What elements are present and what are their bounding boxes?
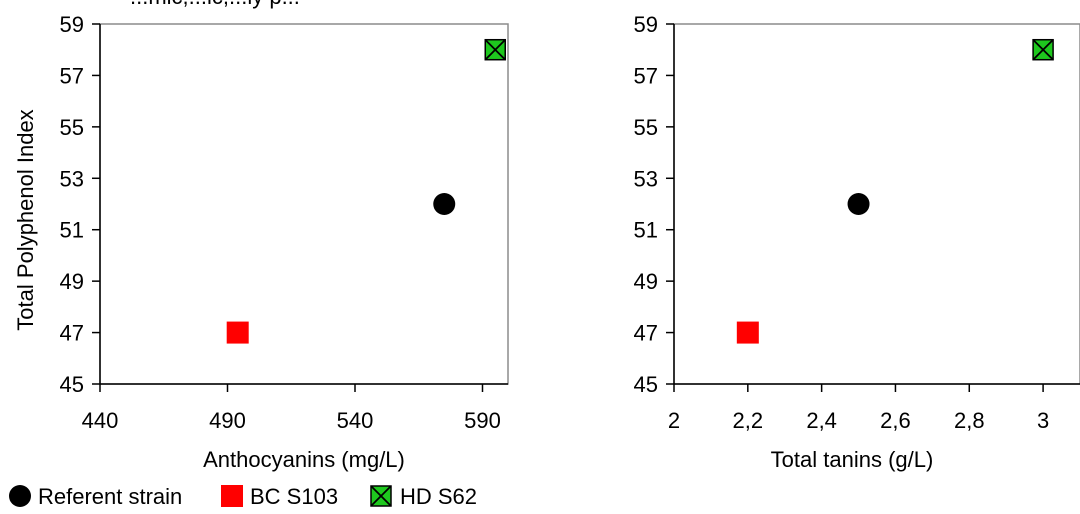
x-axis-label: Anthocyanins (mg/L) — [203, 447, 405, 472]
y-tick-label: 45 — [634, 372, 658, 397]
y-tick-label: 47 — [60, 321, 84, 346]
data-point — [484, 38, 506, 61]
y-tick-label: 49 — [634, 269, 658, 294]
x-tick-label: 2,6 — [880, 408, 911, 433]
legend-marker — [9, 485, 31, 507]
x-tick-label: 2,2 — [733, 408, 764, 433]
x-tick-label: 3 — [1037, 408, 1049, 433]
legend-label: HD S62 — [400, 484, 477, 509]
y-tick-label: 51 — [60, 218, 84, 243]
x-tick-label: 590 — [464, 408, 501, 433]
y-tick-label: 51 — [634, 218, 658, 243]
y-tick-label: 59 — [60, 12, 84, 37]
data-point — [226, 321, 249, 344]
y-tick-label: 53 — [634, 166, 658, 191]
y-tick-label: 55 — [60, 115, 84, 140]
plot-frame — [673, 23, 1080, 385]
legend-label: Referent strain — [38, 484, 182, 509]
x-tick-label: 490 — [209, 408, 246, 433]
data-point — [736, 321, 759, 344]
data-point — [1032, 38, 1054, 61]
chart-anthocyanins: 45 47 49 51 53 55 57 59 440 490 540 590 Anthocyanins… — [13, 12, 509, 472]
y-tick-label: 53 — [60, 166, 84, 191]
legend: Referent strain BC S103 HD S62 — [9, 484, 477, 509]
legend-marker — [370, 485, 392, 507]
legend-label: BC S103 — [250, 484, 338, 509]
y-tick-label: 57 — [634, 63, 658, 88]
y-axis-label: Total Polyphenol Index — [13, 109, 38, 330]
x-tick-label: 540 — [337, 408, 374, 433]
legend-marker — [221, 485, 243, 507]
x-tick-label: 2,8 — [954, 408, 985, 433]
x-axis-label: Total tanins (g/L) — [771, 447, 934, 472]
x-tick-label: 2,4 — [806, 408, 837, 433]
y-tick-label: 55 — [634, 115, 658, 140]
y-tick-label: 45 — [60, 372, 84, 397]
chart-tanins: 45 47 49 51 53 55 57 59 2 2,2 2,4 2,6 2,8 3 Total tani… — [634, 12, 1080, 472]
y-tick-label: 49 — [60, 269, 84, 294]
x-tick-label: 440 — [82, 408, 119, 433]
figure-top-text: ...mic,...ic,...ly p... — [130, 0, 300, 9]
data-point — [433, 193, 456, 215]
y-tick-label: 47 — [634, 321, 658, 346]
x-tick-label: 2 — [668, 408, 680, 433]
y-tick-label: 59 — [634, 12, 658, 37]
data-point — [847, 193, 870, 215]
y-tick-label: 57 — [60, 63, 84, 88]
